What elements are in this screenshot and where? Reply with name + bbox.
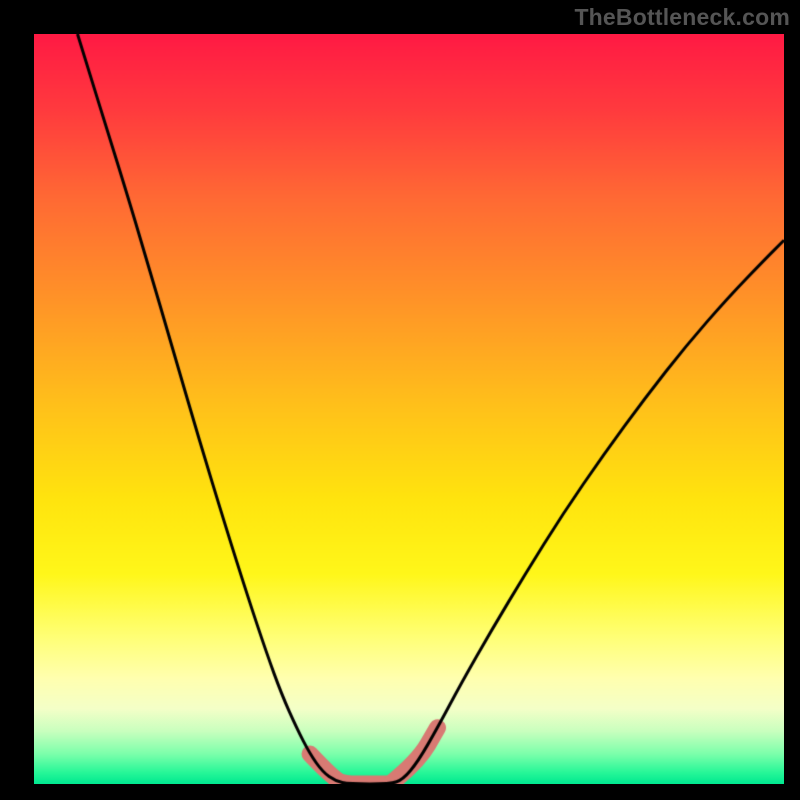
watermark-text: TheBottleneck.com [574, 4, 790, 31]
bottleneck-curve [34, 34, 784, 784]
plot-area [34, 34, 784, 784]
chart-root: TheBottleneck.com [0, 0, 800, 800]
